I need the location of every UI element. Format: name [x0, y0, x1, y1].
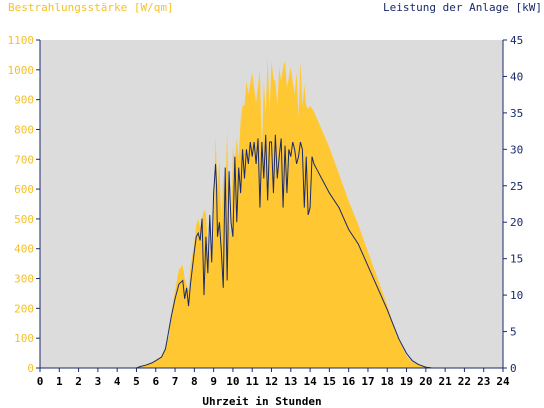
x-tick-label: 18 — [381, 375, 394, 388]
x-tick-label: 14 — [303, 375, 317, 388]
irradiance-area-layer — [40, 57, 503, 368]
x-tick-label: 15 — [323, 375, 336, 388]
y-right-tick-label: 0 — [510, 362, 517, 375]
x-tick-label: 21 — [439, 375, 453, 388]
power-line — [40, 134, 503, 369]
x-tick-label: 12 — [265, 375, 278, 388]
x-tick-label: 16 — [342, 375, 356, 388]
x-tick-label: 20 — [419, 375, 432, 388]
y-right-tick-label: 5 — [510, 326, 517, 339]
y-left-tick-label: 300 — [14, 273, 34, 286]
x-tick-label: 19 — [400, 375, 413, 388]
ticks-layer: 0 1 2 3 4 5 6 7 8 9 10 11 12 13 14 15 16 17 18 19 20 21 22 23 24… — [8, 34, 524, 388]
x-tick-label: 3 — [95, 375, 102, 388]
x-tick-label: 7 — [172, 375, 179, 388]
y-left-tick-label: 600 — [14, 183, 34, 196]
y-left-tick-label: 700 — [14, 153, 34, 166]
left-axis-title: Bestrahlungsstärke [W/qm] — [8, 1, 174, 14]
y-left-tick-label: 200 — [14, 302, 34, 315]
x-tick-label: 24 — [496, 375, 510, 388]
x-tick-label: 5 — [133, 375, 140, 388]
y-left-tick-label: 1100 — [8, 34, 35, 47]
y-left-tick-label: 900 — [14, 94, 34, 107]
x-tick-label: 9 — [210, 375, 217, 388]
y-right-tick-label: 45 — [510, 34, 523, 47]
x-tick-label: 23 — [477, 375, 490, 388]
irradiance-area — [40, 57, 503, 368]
y-left-tick-label: 800 — [14, 123, 34, 136]
y-right-tick-label: 10 — [510, 289, 523, 302]
x-axis-title: Uhrzeit in Stunden — [202, 395, 321, 408]
power-line-layer — [40, 134, 503, 369]
right-axis-title: Leistung der Anlage [kW] — [383, 1, 542, 14]
x-tick-label: 11 — [246, 375, 260, 388]
x-tick-label: 22 — [458, 375, 471, 388]
x-tick-label: 10 — [226, 375, 239, 388]
x-tick-label: 4 — [114, 375, 121, 388]
y-right-tick-label: 30 — [510, 143, 523, 156]
y-left-tick-label: 500 — [14, 213, 34, 226]
x-tick-label: 17 — [361, 375, 374, 388]
x-tick-label: 6 — [152, 375, 159, 388]
y-right-tick-label: 40 — [510, 70, 523, 83]
y-left-tick-label: 100 — [14, 332, 34, 345]
x-tick-label: 8 — [191, 375, 198, 388]
y-left-tick-label: 1000 — [8, 64, 35, 77]
y-left-tick-label: 400 — [14, 243, 34, 256]
x-tick-label: 2 — [75, 375, 82, 388]
y-left-tick-label: 0 — [27, 362, 34, 375]
x-tick-label: 13 — [284, 375, 297, 388]
x-tick-label: 1 — [56, 375, 63, 388]
y-right-tick-label: 25 — [510, 180, 523, 193]
x-tick-label: 0 — [37, 375, 44, 388]
y-right-tick-label: 15 — [510, 253, 523, 266]
y-right-tick-label: 20 — [510, 216, 523, 229]
y-right-tick-label: 35 — [510, 107, 523, 120]
